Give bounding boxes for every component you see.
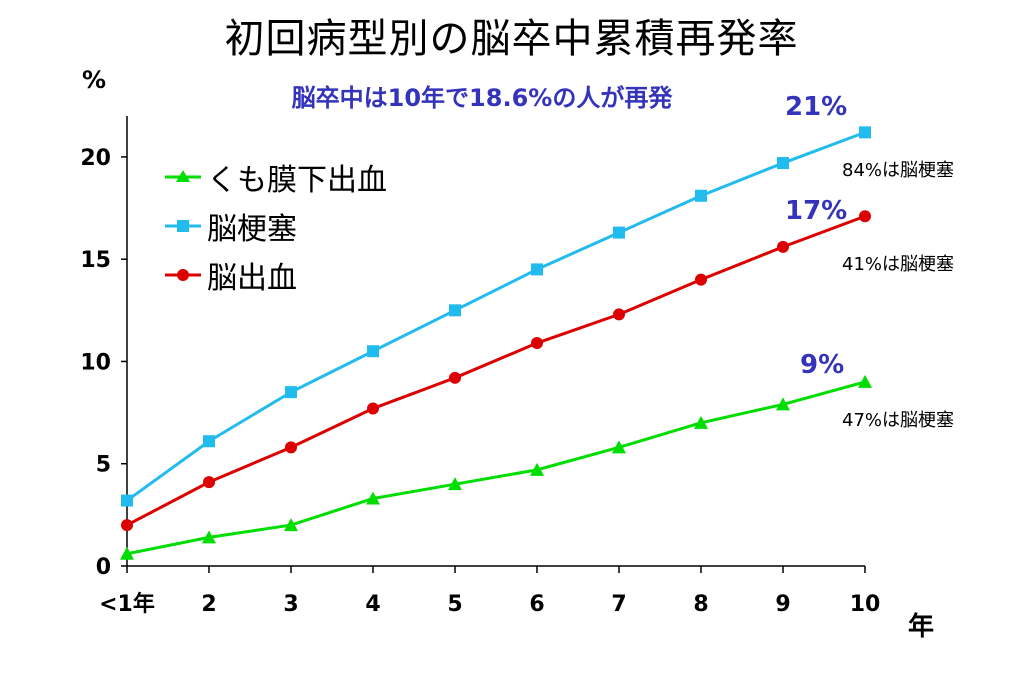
note-subarachnoid: 47%は脳梗塞 <box>842 410 955 431</box>
legend-item-infarction: 脳梗塞 <box>165 201 387 250</box>
series-line <box>126 130 866 502</box>
data-point <box>121 519 133 532</box>
data-point <box>695 273 707 286</box>
data-point <box>531 337 543 350</box>
data-point <box>449 371 461 384</box>
x-tick-label: 5 <box>447 592 462 617</box>
square-marker-icon <box>165 219 201 232</box>
x-tick-label: 2 <box>201 592 216 617</box>
legend-label: くも膜下出血 <box>207 162 387 198</box>
chart-title: 初回病型別の脳卒中累積再発率 <box>224 16 799 62</box>
y-tick-label: 5 <box>96 453 111 478</box>
x-tick-label: 9 <box>775 592 790 617</box>
data-point <box>777 240 789 253</box>
data-point <box>448 477 462 491</box>
data-point <box>859 126 871 139</box>
note-hemorrhage: 41%は脳梗塞 <box>842 254 955 275</box>
data-point <box>530 462 544 476</box>
legend-label: 脳梗塞 <box>207 211 297 247</box>
y-tick-label: 15 <box>80 248 111 273</box>
legend-label: 脳出血 <box>207 260 297 296</box>
data-point <box>613 226 625 239</box>
x-tick-label: 10 <box>850 592 881 617</box>
series-line <box>126 380 866 556</box>
y-tick-label: 10 <box>80 350 111 375</box>
data-point <box>285 441 297 454</box>
x-tick-label: 8 <box>693 592 708 617</box>
data-point <box>695 189 707 202</box>
data-point <box>858 374 872 388</box>
data-point <box>203 435 215 448</box>
data-point <box>367 345 379 358</box>
data-point <box>203 476 215 489</box>
y-tick-label: 0 <box>96 555 111 580</box>
data-point <box>367 402 379 415</box>
legend-item-subarachnoid: くも膜下出血 <box>165 152 387 201</box>
end-label-hemorrhage: 17% <box>785 196 848 226</box>
data-point <box>284 518 298 532</box>
x-tick-label: 4 <box>365 592 380 617</box>
x-tick-label: 6 <box>529 592 544 617</box>
series-line <box>126 214 866 527</box>
note-infarction: 84%は脳梗塞 <box>842 160 955 181</box>
x-tick-label: 3 <box>283 592 298 617</box>
data-point <box>449 304 461 317</box>
data-point <box>694 415 708 429</box>
end-label-infarction: 21% <box>785 92 848 122</box>
y-axis-label: % <box>82 66 107 94</box>
triangle-marker-icon <box>165 169 201 182</box>
y-tick-label: 20 <box>80 146 111 171</box>
legend: くも膜下出血 脳梗塞 脳出血 <box>165 152 387 299</box>
data-point <box>859 210 871 223</box>
data-point <box>777 157 789 170</box>
data-point <box>531 263 543 276</box>
data-point <box>202 530 216 544</box>
data-point <box>776 397 790 411</box>
x-axis-label: 年 <box>908 612 935 642</box>
data-point <box>121 494 133 507</box>
legend-item-hemorrhage: 脳出血 <box>165 250 387 299</box>
end-label-subarachnoid: 9% <box>800 350 845 380</box>
data-point <box>285 386 297 399</box>
x-tick-label: 7 <box>611 592 626 617</box>
data-point <box>120 546 134 560</box>
x-tick-label: <1年 <box>99 591 155 617</box>
data-point <box>612 440 626 454</box>
circle-marker-icon <box>165 268 201 281</box>
data-point <box>613 308 625 321</box>
chart-subtitle: 脳卒中は10年で18.6%の人が再発 <box>291 84 673 112</box>
data-point <box>366 491 380 505</box>
